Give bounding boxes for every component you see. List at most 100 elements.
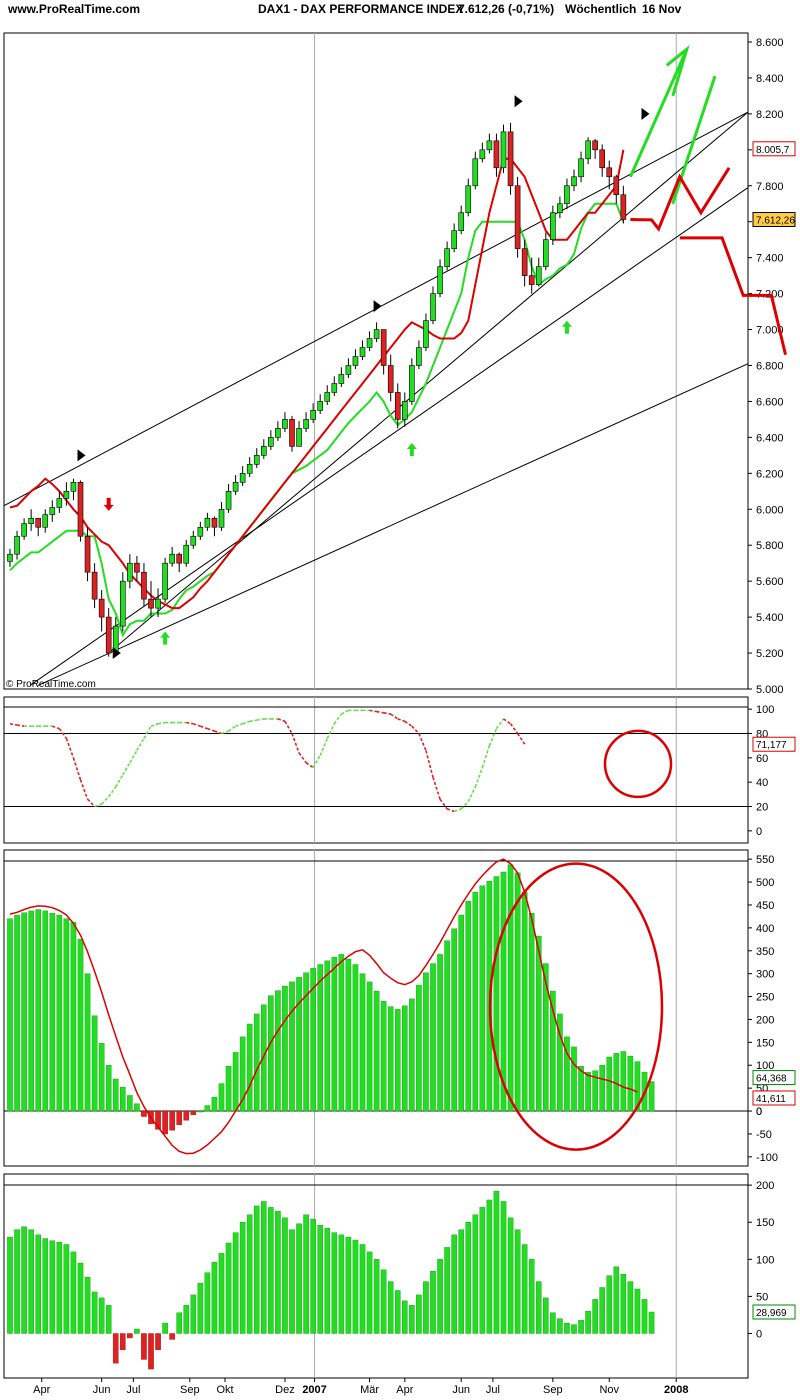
momentum-bar	[127, 1333, 133, 1339]
stoch-segment	[136, 737, 145, 751]
price-axis-tick-label: 8.400	[756, 73, 784, 85]
candle-body	[394, 392, 401, 420]
macd-axis-tick-label: 200	[756, 1014, 774, 1026]
momentum-bar	[119, 1333, 126, 1351]
candle-body	[268, 437, 274, 447]
macd-signal-value: 41,611	[756, 1094, 786, 1105]
price-axis-tick-label: 6.000	[756, 504, 784, 516]
candle-body	[183, 544, 190, 564]
momentum-bar	[112, 1333, 119, 1364]
momentum-bar	[437, 1259, 443, 1334]
stoch-segment	[376, 710, 384, 714]
candle-body	[521, 248, 528, 276]
candle-body	[542, 239, 549, 267]
candle-body	[225, 491, 232, 510]
momentum-bar	[183, 1305, 190, 1334]
stoch-segment	[488, 728, 498, 746]
trend-channel-middle	[29, 187, 749, 686]
momentum-bar	[387, 1281, 394, 1334]
price-axis-tick-label: 5.800	[756, 540, 784, 552]
stoch-axis-tick-label: 20	[756, 802, 768, 814]
macd-bar	[507, 864, 514, 1112]
candle-body	[437, 266, 443, 294]
candle-body	[458, 212, 465, 231]
x-tick-label: 2008	[664, 1384, 688, 1396]
stoch-segment	[503, 718, 512, 725]
candle-body	[77, 482, 84, 537]
momentum-bar	[331, 1232, 338, 1334]
macd-bar	[310, 967, 316, 1112]
x-tick-label: Sep	[180, 1384, 200, 1396]
candle-body	[289, 419, 295, 447]
macd-bar	[56, 914, 63, 1112]
candle-body	[564, 185, 570, 205]
momentum-bar	[465, 1222, 472, 1334]
stoch-segment	[495, 718, 505, 730]
stoch-segment	[291, 733, 300, 754]
stoch-segment	[200, 725, 208, 730]
momentum-bar	[366, 1251, 373, 1334]
macd-bar	[268, 995, 274, 1112]
stoch-segment	[326, 723, 336, 739]
stoch-segment	[207, 727, 215, 732]
momentum-bar	[423, 1281, 429, 1334]
stoch-segment	[150, 723, 159, 727]
momentum-bar	[592, 1299, 598, 1334]
candle-body	[176, 553, 182, 564]
macd-bar	[112, 1078, 119, 1112]
momentum-bar	[91, 1291, 98, 1334]
candle-body	[324, 392, 331, 402]
instrument-title: DAX1 - DAX PERFORMANCE INDEX	[258, 2, 464, 16]
stoch-segment	[453, 808, 462, 813]
momentum-bar	[239, 1222, 246, 1334]
candle-body	[472, 158, 479, 187]
stoch-segment	[516, 733, 526, 745]
macd-bar	[493, 876, 500, 1112]
macd-bar	[543, 963, 549, 1112]
price-axis-tick-label: 6.800	[756, 360, 784, 372]
candle-body	[486, 140, 493, 151]
macd-axis-tick-label: -100	[756, 1152, 778, 1164]
momentum-bar	[521, 1244, 528, 1334]
candle-body	[49, 507, 56, 515]
mom-axis-tick-label: 50	[756, 1291, 768, 1303]
momentum-bar	[514, 1229, 521, 1334]
candle-body	[303, 419, 309, 429]
macd-axis-tick-label: 450	[756, 900, 774, 912]
momentum-bar	[148, 1333, 154, 1370]
candle-body	[28, 517, 34, 524]
macd-bar	[84, 973, 91, 1112]
macd-bar	[155, 1110, 161, 1130]
candle-body	[14, 535, 20, 555]
momentum-bar	[627, 1281, 634, 1334]
stoch-axis-tick-label: 0	[756, 826, 762, 838]
momentum-bar	[98, 1297, 105, 1334]
macd-axis-tick-label: 100	[756, 1060, 774, 1072]
stoch-segment	[129, 750, 138, 764]
macd-panel: 550500450400350300250200150100500-50-100…	[4, 854, 796, 1164]
date-label: 16 Nov	[642, 2, 682, 16]
momentum-bar	[28, 1229, 34, 1334]
macd-last-value-box	[752, 1070, 796, 1086]
macd-bar	[169, 1110, 175, 1131]
candle-body	[91, 571, 98, 600]
candle-body	[98, 598, 105, 618]
momentum-bar	[169, 1333, 175, 1340]
momentum-bar	[585, 1311, 591, 1334]
candle-body	[7, 553, 13, 562]
momentum-bar	[373, 1259, 380, 1334]
x-tick-label: Jul	[126, 1384, 140, 1396]
macd-bar	[204, 1105, 211, 1112]
momentum-bar	[310, 1219, 316, 1334]
momentum-bar	[507, 1217, 514, 1334]
momentum-bar	[620, 1273, 627, 1334]
momentum-bar	[49, 1240, 56, 1334]
momentum-bar	[458, 1229, 465, 1334]
macd-bar	[232, 1052, 239, 1112]
mom-axis-tick-label: 200	[756, 1180, 774, 1192]
momentum-bar	[141, 1333, 147, 1360]
candle-body	[169, 553, 175, 564]
candle-body	[63, 491, 70, 499]
macd-bar	[119, 1087, 126, 1112]
candle-body	[578, 158, 584, 178]
